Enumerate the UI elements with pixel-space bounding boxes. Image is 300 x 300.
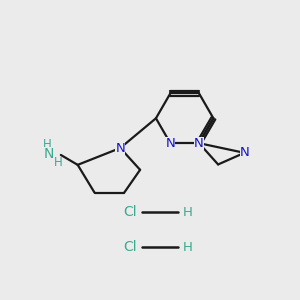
Text: N: N bbox=[116, 142, 125, 154]
Text: N: N bbox=[239, 146, 249, 159]
Text: H: H bbox=[43, 138, 51, 151]
Text: H: H bbox=[53, 156, 62, 170]
Text: N: N bbox=[194, 136, 204, 150]
Text: H: H bbox=[183, 241, 193, 254]
Text: Cl: Cl bbox=[123, 240, 137, 254]
Text: Cl: Cl bbox=[123, 206, 137, 219]
Text: N: N bbox=[194, 137, 204, 150]
Text: N: N bbox=[165, 137, 175, 150]
Text: N: N bbox=[44, 147, 54, 161]
Text: H: H bbox=[183, 206, 193, 219]
